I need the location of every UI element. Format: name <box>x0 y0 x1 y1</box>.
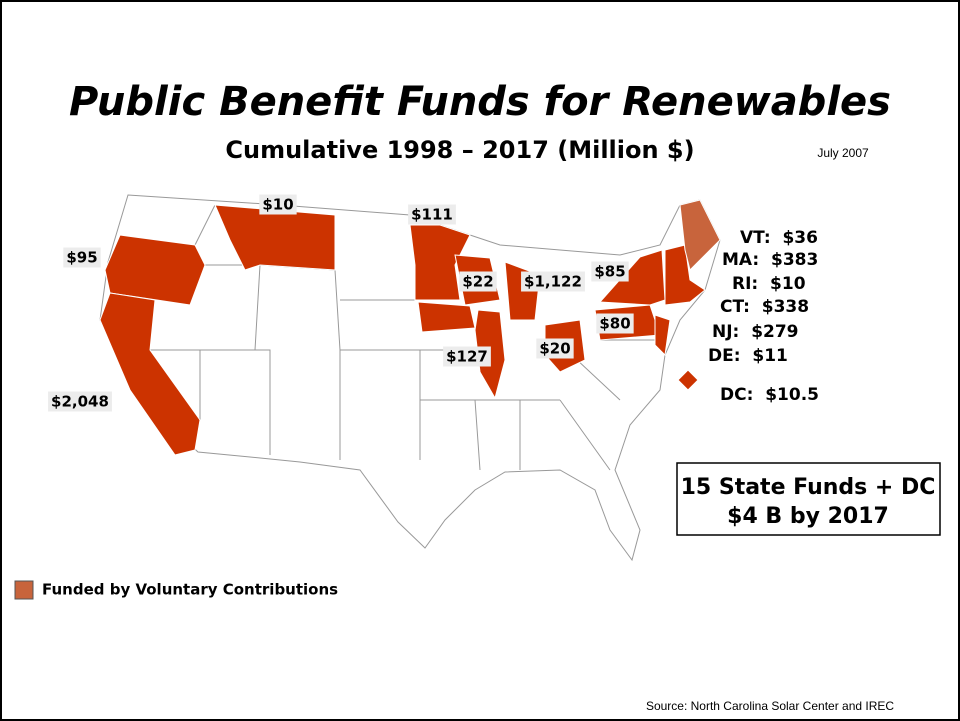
state-value: $80 <box>599 315 630 333</box>
label-background <box>408 204 456 225</box>
state-value: $22 <box>462 273 493 291</box>
label-background <box>459 271 497 292</box>
california <box>99 292 201 456</box>
label-background <box>48 391 112 412</box>
dc-marker <box>677 369 699 391</box>
subtitle: Cumulative 1998 – 2017 (Million $) <box>225 136 694 164</box>
summary-box <box>676 462 941 536</box>
state-value: $20 <box>539 340 570 358</box>
label-background <box>521 271 585 292</box>
state-value: $127 <box>446 348 488 366</box>
title: Public Benefit Funds for Renewables <box>69 79 891 125</box>
maine <box>679 199 721 271</box>
state-value: $111 <box>411 206 453 224</box>
minnesota <box>409 224 471 301</box>
state-value: $85 <box>594 263 625 281</box>
northeast-value: VT: $36 <box>740 228 818 248</box>
state-value: $10 <box>262 196 293 214</box>
oregon <box>104 234 206 306</box>
label-background <box>596 313 634 334</box>
legend-text: Funded by Voluntary Contributions <box>42 581 338 599</box>
label-background <box>536 338 574 359</box>
northeast-value: DC: $10.5 <box>720 385 819 405</box>
source: Source: North Carolina Solar Center and … <box>646 699 894 713</box>
new-york <box>598 249 666 306</box>
montana <box>214 204 336 271</box>
summary-line: 15 State Funds + DC <box>681 475 936 500</box>
map-labels: $10 $111 $95 $2,048 $22 $1,122 $85 $127 $20 $80 VT… <box>48 194 819 412</box>
northeast-value: DE: $11 <box>708 346 788 366</box>
label-background <box>443 346 491 367</box>
iowa <box>417 301 476 333</box>
northeast-value: MA: $383 <box>722 250 818 270</box>
label-background <box>259 194 297 215</box>
label-background <box>63 247 101 268</box>
date: July 2007 <box>817 146 869 160</box>
state-value: $2,048 <box>51 393 109 411</box>
label-background <box>591 261 629 282</box>
legend-swatch <box>14 580 34 600</box>
summary-line: $4 B by 2017 <box>727 504 889 529</box>
new-jersey <box>654 314 671 357</box>
northeast-value: CT: $338 <box>720 297 809 317</box>
state-value: $95 <box>66 249 97 267</box>
state-value: $1,122 <box>524 273 582 291</box>
northeast-value: RI: $10 <box>732 274 806 294</box>
northeast-value: NJ: $279 <box>712 322 799 342</box>
